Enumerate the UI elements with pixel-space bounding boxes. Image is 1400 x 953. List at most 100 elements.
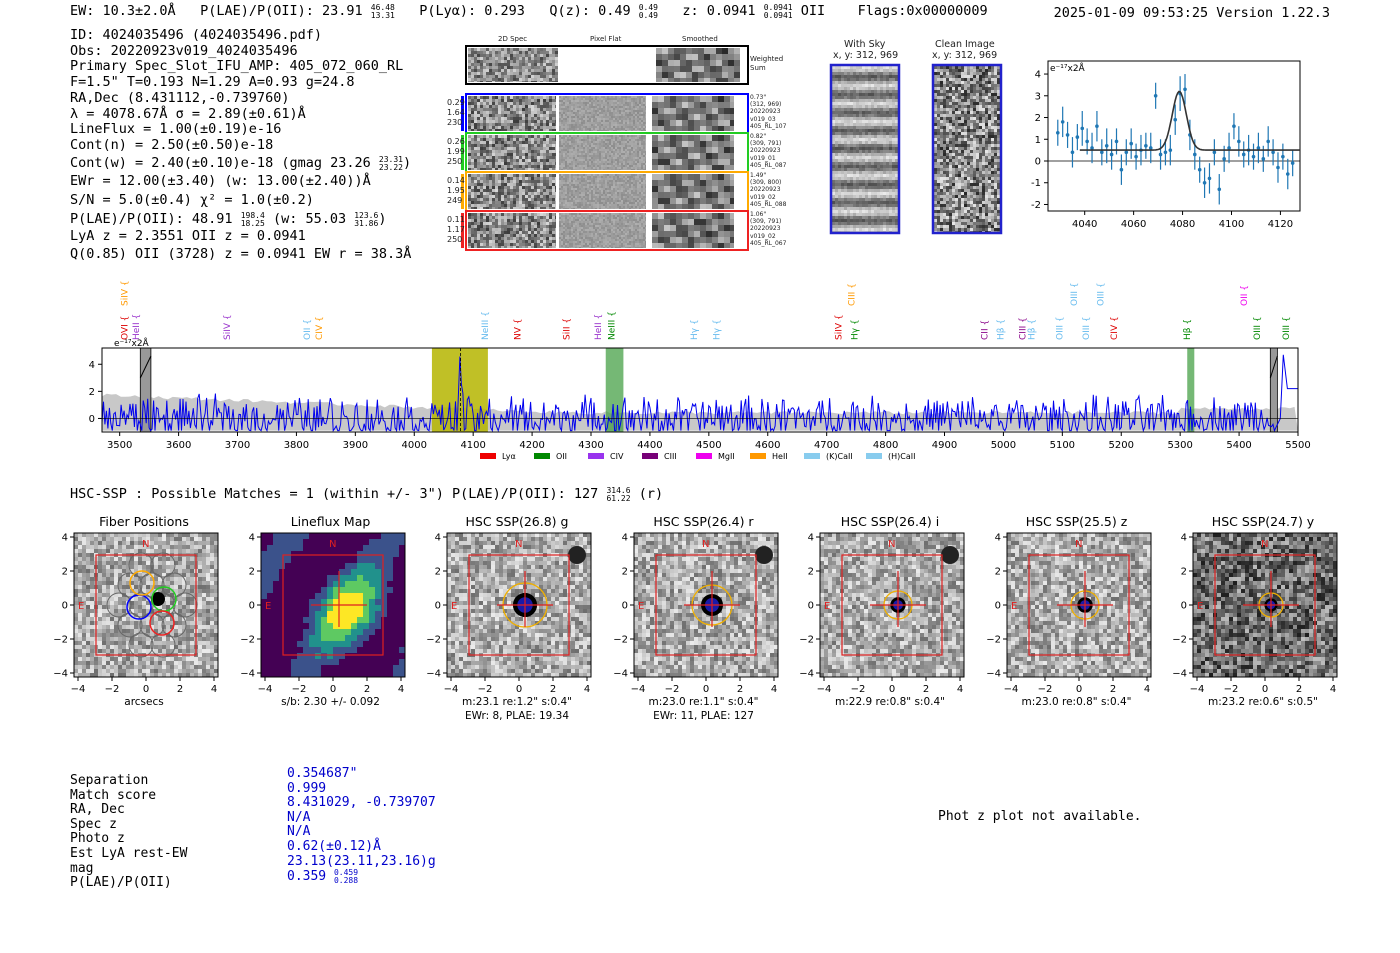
hsc-xtick-label: 0: [1262, 684, 1268, 695]
spec-line-label-text: OIII {: [1253, 316, 1263, 340]
hsc-xtick-label: 2: [1296, 684, 1302, 695]
spec2d-raw-1: [468, 135, 556, 170]
spec-xtick-label: 5400: [1226, 440, 1251, 451]
match-label-2: RA, Dec: [70, 802, 125, 818]
fiber-circle: [150, 552, 176, 578]
compass-n: N: [329, 539, 336, 550]
hsc-ytick-label: −4: [987, 669, 1001, 680]
spec2d-right-label-2: 1.49" (309, 800) 20220923 v019_02 405_RL_088: [750, 172, 787, 208]
spec-xtick-label: 4600: [755, 440, 780, 451]
spec2d-flat-2: [559, 174, 646, 209]
spec-line-label: HeII {: [132, 314, 142, 340]
spec-line-label-text: Hβ {: [1183, 319, 1193, 340]
hsc-panel-sub1-0: arcsecs: [124, 696, 164, 708]
hsc-panel-sub1-6: m:23.2 re:0.6" s:0.5": [1208, 696, 1318, 708]
hsc-panel-sub1-1: s/b: 2.30 +/- 0.092: [281, 696, 380, 708]
fiber-source: [151, 592, 165, 606]
spec-line-label-text: HeII {: [594, 314, 604, 340]
fit-point: [1124, 150, 1129, 155]
legend-swatch: [480, 453, 496, 459]
label-pixel-flat: Pixel Flat: [590, 35, 622, 43]
spec-xtick-label: 5200: [1109, 440, 1134, 451]
legend-swatch: [804, 453, 820, 459]
compass-e: E: [638, 601, 644, 612]
hsc-panel-title-1: Lineflux Map: [290, 514, 371, 529]
hsc-ytick-label: 4: [994, 533, 1000, 544]
info-obs: Obs: 20220923v019_4024035496: [70, 42, 298, 59]
spec-xtick-label: 4300: [578, 440, 603, 451]
clean-image-xy: x, y: 312, 969: [932, 50, 998, 61]
spec-xtick-label: 3900: [343, 440, 368, 451]
spec-line-label: NeIII {: [481, 311, 491, 340]
fit-point: [1075, 135, 1080, 139]
fit-xtick-label: 4060: [1121, 219, 1146, 230]
spec2d-marker-3: [461, 213, 464, 248]
match-value-6: 23.13(23.11,23.16)g: [287, 853, 436, 869]
hsc-panel-sub1-4: m:22.9 re:0.8" s:0.4": [835, 696, 945, 708]
spec-xtick-label: 4200: [519, 440, 544, 451]
qz-value: Q(z): 0.49: [549, 3, 631, 19]
hsc-panel-sub2-2: EWr: 8, PLAE: 19.34: [464, 710, 570, 722]
spec-flux-line: [101, 354, 1298, 433]
spec-line-label-text: OII {: [303, 319, 313, 340]
fit-point: [1134, 154, 1138, 159]
hsc-ytick-label: 2: [808, 567, 814, 578]
legend-label: HeII: [772, 452, 788, 461]
fit-point: [1227, 146, 1231, 150]
fit-axes: [1047, 60, 1301, 212]
hsc-box: [281, 554, 384, 656]
clean-image-frame: [931, 63, 1003, 235]
legend-swatch: [642, 453, 658, 459]
spec-line-label: OII {: [1240, 285, 1250, 306]
fiber-circle: [161, 572, 187, 598]
hsc-ytick-label: −2: [54, 635, 68, 646]
spec-line-label-text: CIV {: [1110, 316, 1120, 340]
spec-hatch-stroke: [139, 355, 152, 379]
with-sky-title: With Sky: [844, 39, 886, 50]
fit-point: [1192, 152, 1197, 157]
hsc-ytick-label: 4: [621, 533, 627, 544]
fit-model-curve: [1079, 90, 1300, 151]
hsc-panel-sub1-5: m:23.0 re:0.8" s:0.4": [1021, 696, 1132, 708]
fit-point: [1070, 150, 1075, 155]
spec-line-label: OIII {: [1055, 316, 1065, 340]
spec-line-label: Hγ {: [850, 319, 860, 340]
hsc-panel-title-6: HSC SSP(24.7) y: [1211, 514, 1315, 529]
info-lineflux: LineFlux = 1.00(±0.19)e-16: [70, 121, 282, 138]
plae-range: 46.48 13.31: [370, 3, 395, 20]
spec2d-frame-3: [465, 210, 749, 251]
spec-xtick-label: 3500: [107, 440, 132, 451]
spec-line-label-text: SiIV {: [223, 314, 233, 340]
hsc-xtick-label: 0: [329, 684, 335, 695]
compass-e: E: [78, 601, 84, 612]
fit-ytick-label: -1: [1031, 178, 1041, 189]
match-value-7: 0.359 0.459 0.288: [287, 868, 359, 886]
fiber-circle: [139, 612, 165, 638]
spec-line-label-text: HeII {: [132, 314, 142, 340]
hsc-ytick-label: 0: [808, 601, 814, 612]
fit-ytick-label: -2: [1031, 200, 1041, 211]
hsc-xtick-label: 4: [397, 684, 403, 695]
hsc-ytick-label: −4: [1173, 669, 1187, 680]
fiber-orange: [129, 570, 155, 596]
fit-ytick-label: 3: [1035, 91, 1041, 102]
spec-line-label: CIII {: [847, 283, 857, 306]
fiber-circle: [106, 592, 132, 618]
hsc-xtick-label: 2: [923, 684, 929, 695]
fit-point: [1197, 167, 1202, 172]
photz-message: Phot z plot not available.: [938, 809, 1142, 824]
compass-n: N: [515, 539, 522, 550]
fit-ytick-label: 0: [1035, 157, 1041, 168]
hsc-panel-title-2: HSC SSP(26.8) g: [465, 514, 569, 529]
hsc-xtick-label: 2: [177, 684, 183, 695]
hsc-xtick-label: −4: [257, 684, 272, 695]
info-contn: Cont(n) = 2.50(±0.50)e-18: [70, 136, 274, 153]
hsc-panel-2: N E −4−4 −2 −2 0 0 2 2 4 4: [427, 532, 592, 695]
hsc-ytick-label: 0: [1181, 601, 1187, 612]
spec-line-label-text: Hγ {: [850, 319, 860, 340]
spec2d-panels: [461, 45, 749, 251]
label-2d-spec: 2D Spec: [498, 35, 528, 43]
spec-line-label-text: CII {: [981, 320, 991, 340]
spec-line-label: CII {: [981, 320, 991, 340]
compass-e: E: [451, 601, 457, 612]
